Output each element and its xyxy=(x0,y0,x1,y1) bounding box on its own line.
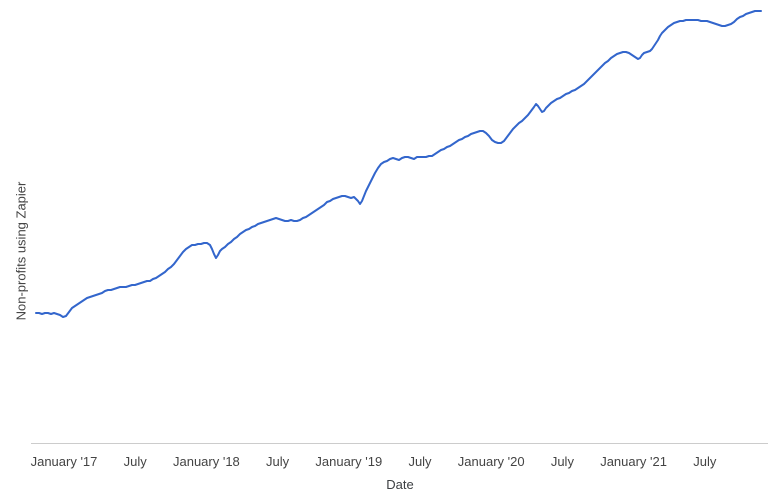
y-axis-title: Non-profits using Zapier xyxy=(13,181,29,321)
x-axis-title: Date xyxy=(386,477,414,492)
series-line-nonprofits[interactable] xyxy=(35,10,762,318)
x-tick-label: January '17 xyxy=(30,454,98,469)
x-tick-label: July xyxy=(123,454,147,469)
x-tick-label: July xyxy=(408,454,432,469)
x-tick-label: July xyxy=(266,454,290,469)
x-tick-label: January '19 xyxy=(315,454,383,469)
x-tick-label: July xyxy=(550,454,574,469)
x-tick-label: July xyxy=(693,454,717,469)
x-tick-label: January '18 xyxy=(172,454,240,469)
x-tick-label: January '20 xyxy=(457,454,525,469)
x-tick-label: January '21 xyxy=(600,454,667,469)
